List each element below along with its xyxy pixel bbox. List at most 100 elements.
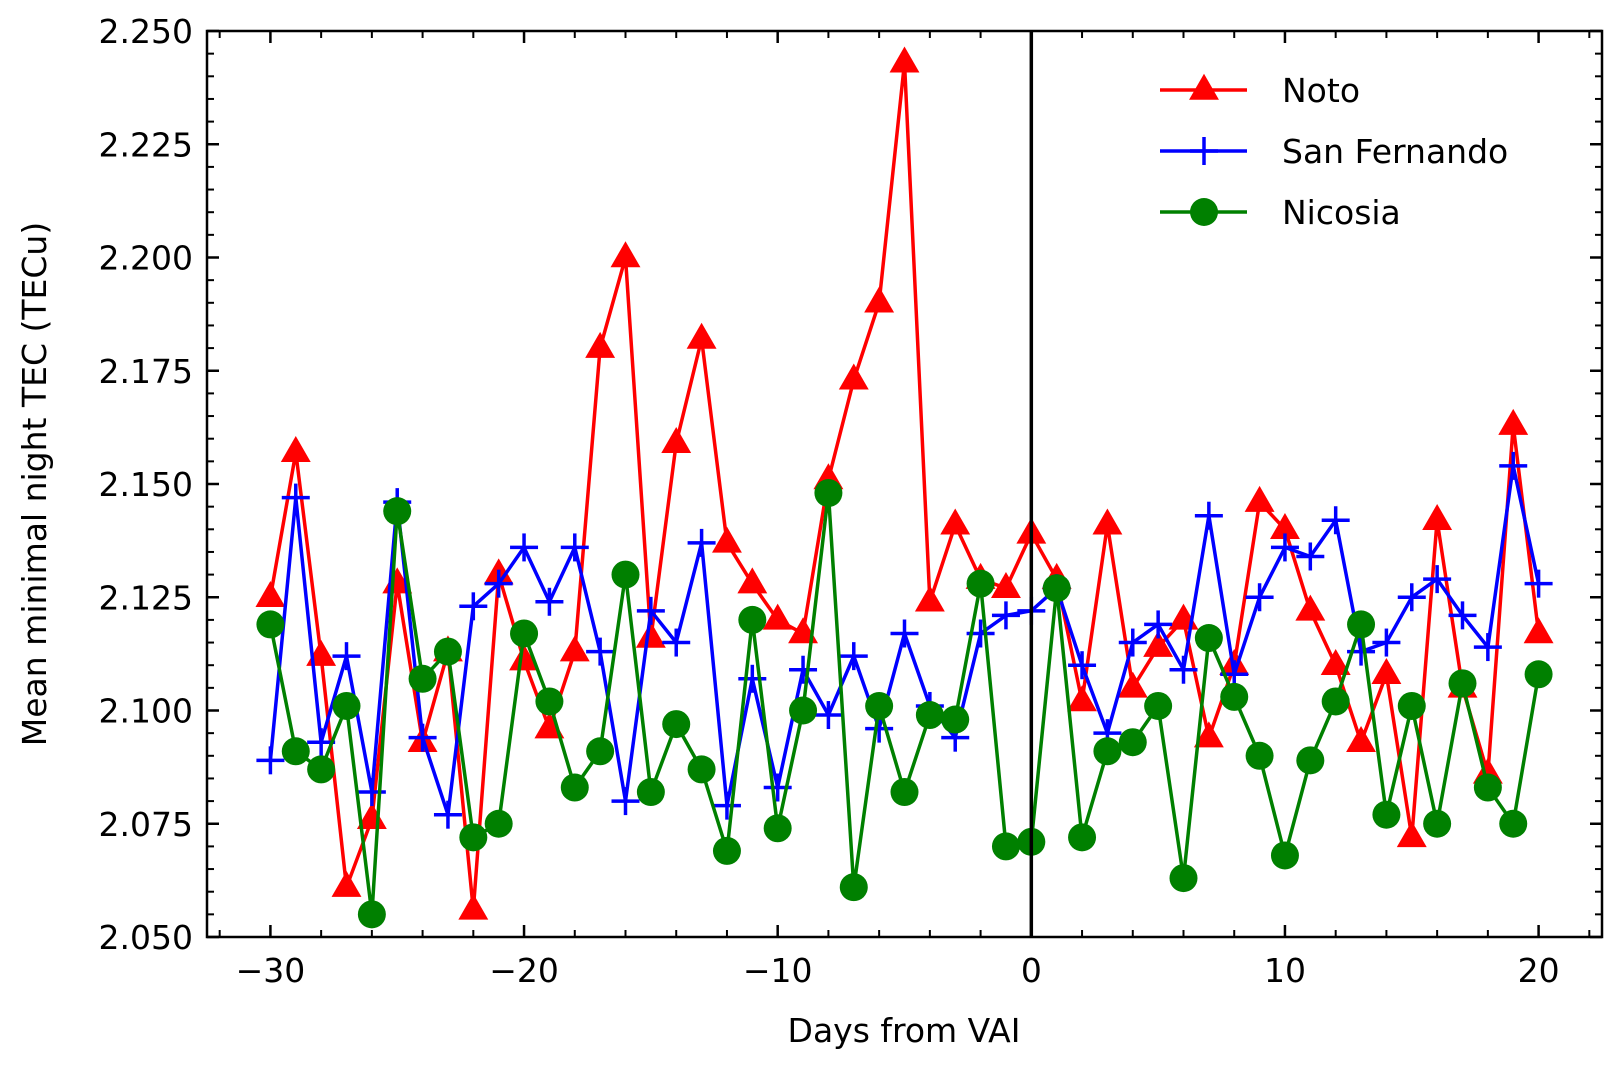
legend-item-san-fernando: San Fernando (1160, 132, 1508, 171)
nicosia-point (307, 755, 336, 784)
y-axis-label: Mean minimal night TEC (TECu) (15, 222, 54, 746)
nicosia-point (915, 701, 944, 730)
noto-point (864, 286, 895, 313)
noto-point (610, 241, 641, 268)
legend-item-noto: Noto (1160, 71, 1360, 110)
nicosia-point (789, 696, 818, 725)
legend-marker-nicosia (1190, 198, 1218, 226)
san-fernando-point (1144, 610, 1173, 639)
noto-point (1346, 725, 1376, 752)
san-fernando-point (256, 746, 285, 775)
noto-point (559, 635, 590, 662)
noto-point (838, 363, 869, 390)
y-tick-label: 2.050 (99, 918, 193, 957)
nicosia-point (1042, 574, 1071, 603)
san-fernando-point (408, 723, 437, 752)
series-layer (255, 46, 1554, 929)
nicosia-point (1118, 728, 1147, 757)
san-fernando-point (839, 642, 868, 671)
nicosia-point (1194, 624, 1223, 653)
y-tick-label: 2.250 (99, 12, 193, 51)
san-fernando-point (1321, 506, 1350, 535)
nicosia-point (1169, 864, 1198, 893)
noto-point (1371, 658, 1402, 685)
san-fernando-point (459, 592, 488, 621)
nicosia-point (535, 687, 564, 716)
nicosia-point (738, 605, 767, 634)
nicosia-point (1448, 669, 1477, 698)
san-fernando-point (1169, 655, 1198, 684)
x-tick-label: 0 (1021, 951, 1042, 990)
noto-point (940, 508, 971, 535)
x-tick-label: −10 (743, 951, 813, 990)
x-tick-label: −30 (236, 951, 306, 990)
nicosia-point (1245, 741, 1274, 770)
san-fernando-point (1270, 533, 1299, 562)
san-fernando-point (1423, 565, 1452, 594)
noto-point (1523, 617, 1554, 644)
nicosia-point (1270, 841, 1299, 870)
san-fernando-point (789, 655, 818, 684)
legend-item-nicosia: Nicosia (1160, 193, 1401, 232)
san-fernando-point (332, 642, 361, 671)
noto-point (762, 603, 793, 630)
nicosia-point (1296, 746, 1325, 775)
san-fernando-point (814, 701, 843, 730)
nicosia-point (662, 710, 691, 739)
x-tick-label: 10 (1264, 951, 1306, 990)
san-fernando-point (1068, 651, 1097, 680)
nicosia-point (839, 873, 868, 902)
noto-point (914, 585, 945, 612)
san-fernando-point (1448, 601, 1477, 630)
nicosia-point (1473, 773, 1502, 802)
nicosia-point (332, 691, 361, 720)
noto-point (1320, 648, 1351, 675)
noto-point (1244, 485, 1275, 512)
nicosia-point (814, 479, 843, 508)
noto-point (1295, 594, 1326, 621)
noto-point (686, 322, 717, 349)
noto-point (1422, 503, 1453, 530)
legend-marker-noto (1189, 73, 1219, 100)
noto-point (1396, 821, 1427, 848)
san-fernando-point (1245, 583, 1274, 612)
legend-label: Nicosia (1282, 193, 1401, 232)
san-fernando-point (1296, 542, 1325, 571)
y-tick-label: 2.150 (99, 465, 193, 504)
nicosia-point (256, 610, 285, 639)
noto-point (509, 644, 539, 671)
nicosia-point (687, 755, 716, 784)
nicosia-point (712, 836, 741, 865)
legend-marker-san-fernando (1190, 137, 1218, 165)
san-fernando-point (484, 569, 513, 598)
x-tick-labels: −30 −20 −10 0 10 20 (236, 951, 1560, 990)
noto-point (255, 581, 286, 607)
series-san-fernando (256, 451, 1553, 829)
nicosia-point (433, 637, 462, 666)
san-fernando-point (1524, 569, 1553, 598)
nicosia-point (865, 691, 894, 720)
noto-point (635, 621, 666, 648)
san-fernando-point (433, 800, 462, 829)
nicosia-point (636, 778, 665, 807)
san-fernando-point (510, 533, 539, 562)
y-tick-label: 2.175 (99, 352, 193, 391)
san-fernando-point (662, 628, 691, 657)
nicosia-point (281, 737, 310, 766)
noto-point (1117, 671, 1148, 698)
noto-point (991, 571, 1021, 598)
san-fernando-point (1372, 628, 1401, 657)
noto-point (712, 526, 742, 553)
nicosia-point (611, 560, 640, 589)
san-fernando-point (687, 528, 716, 557)
nicosia-point (357, 900, 386, 929)
x-tick-label: −20 (489, 951, 559, 990)
nicosia-point (1321, 687, 1350, 716)
nicosia-point (763, 814, 792, 843)
nicosia-point (1423, 809, 1452, 838)
noto-point (458, 893, 489, 920)
x-axis-label: Days from VAI (788, 1011, 1021, 1050)
y-tick-label: 2.200 (99, 239, 193, 278)
nicosia-point (1397, 691, 1426, 720)
